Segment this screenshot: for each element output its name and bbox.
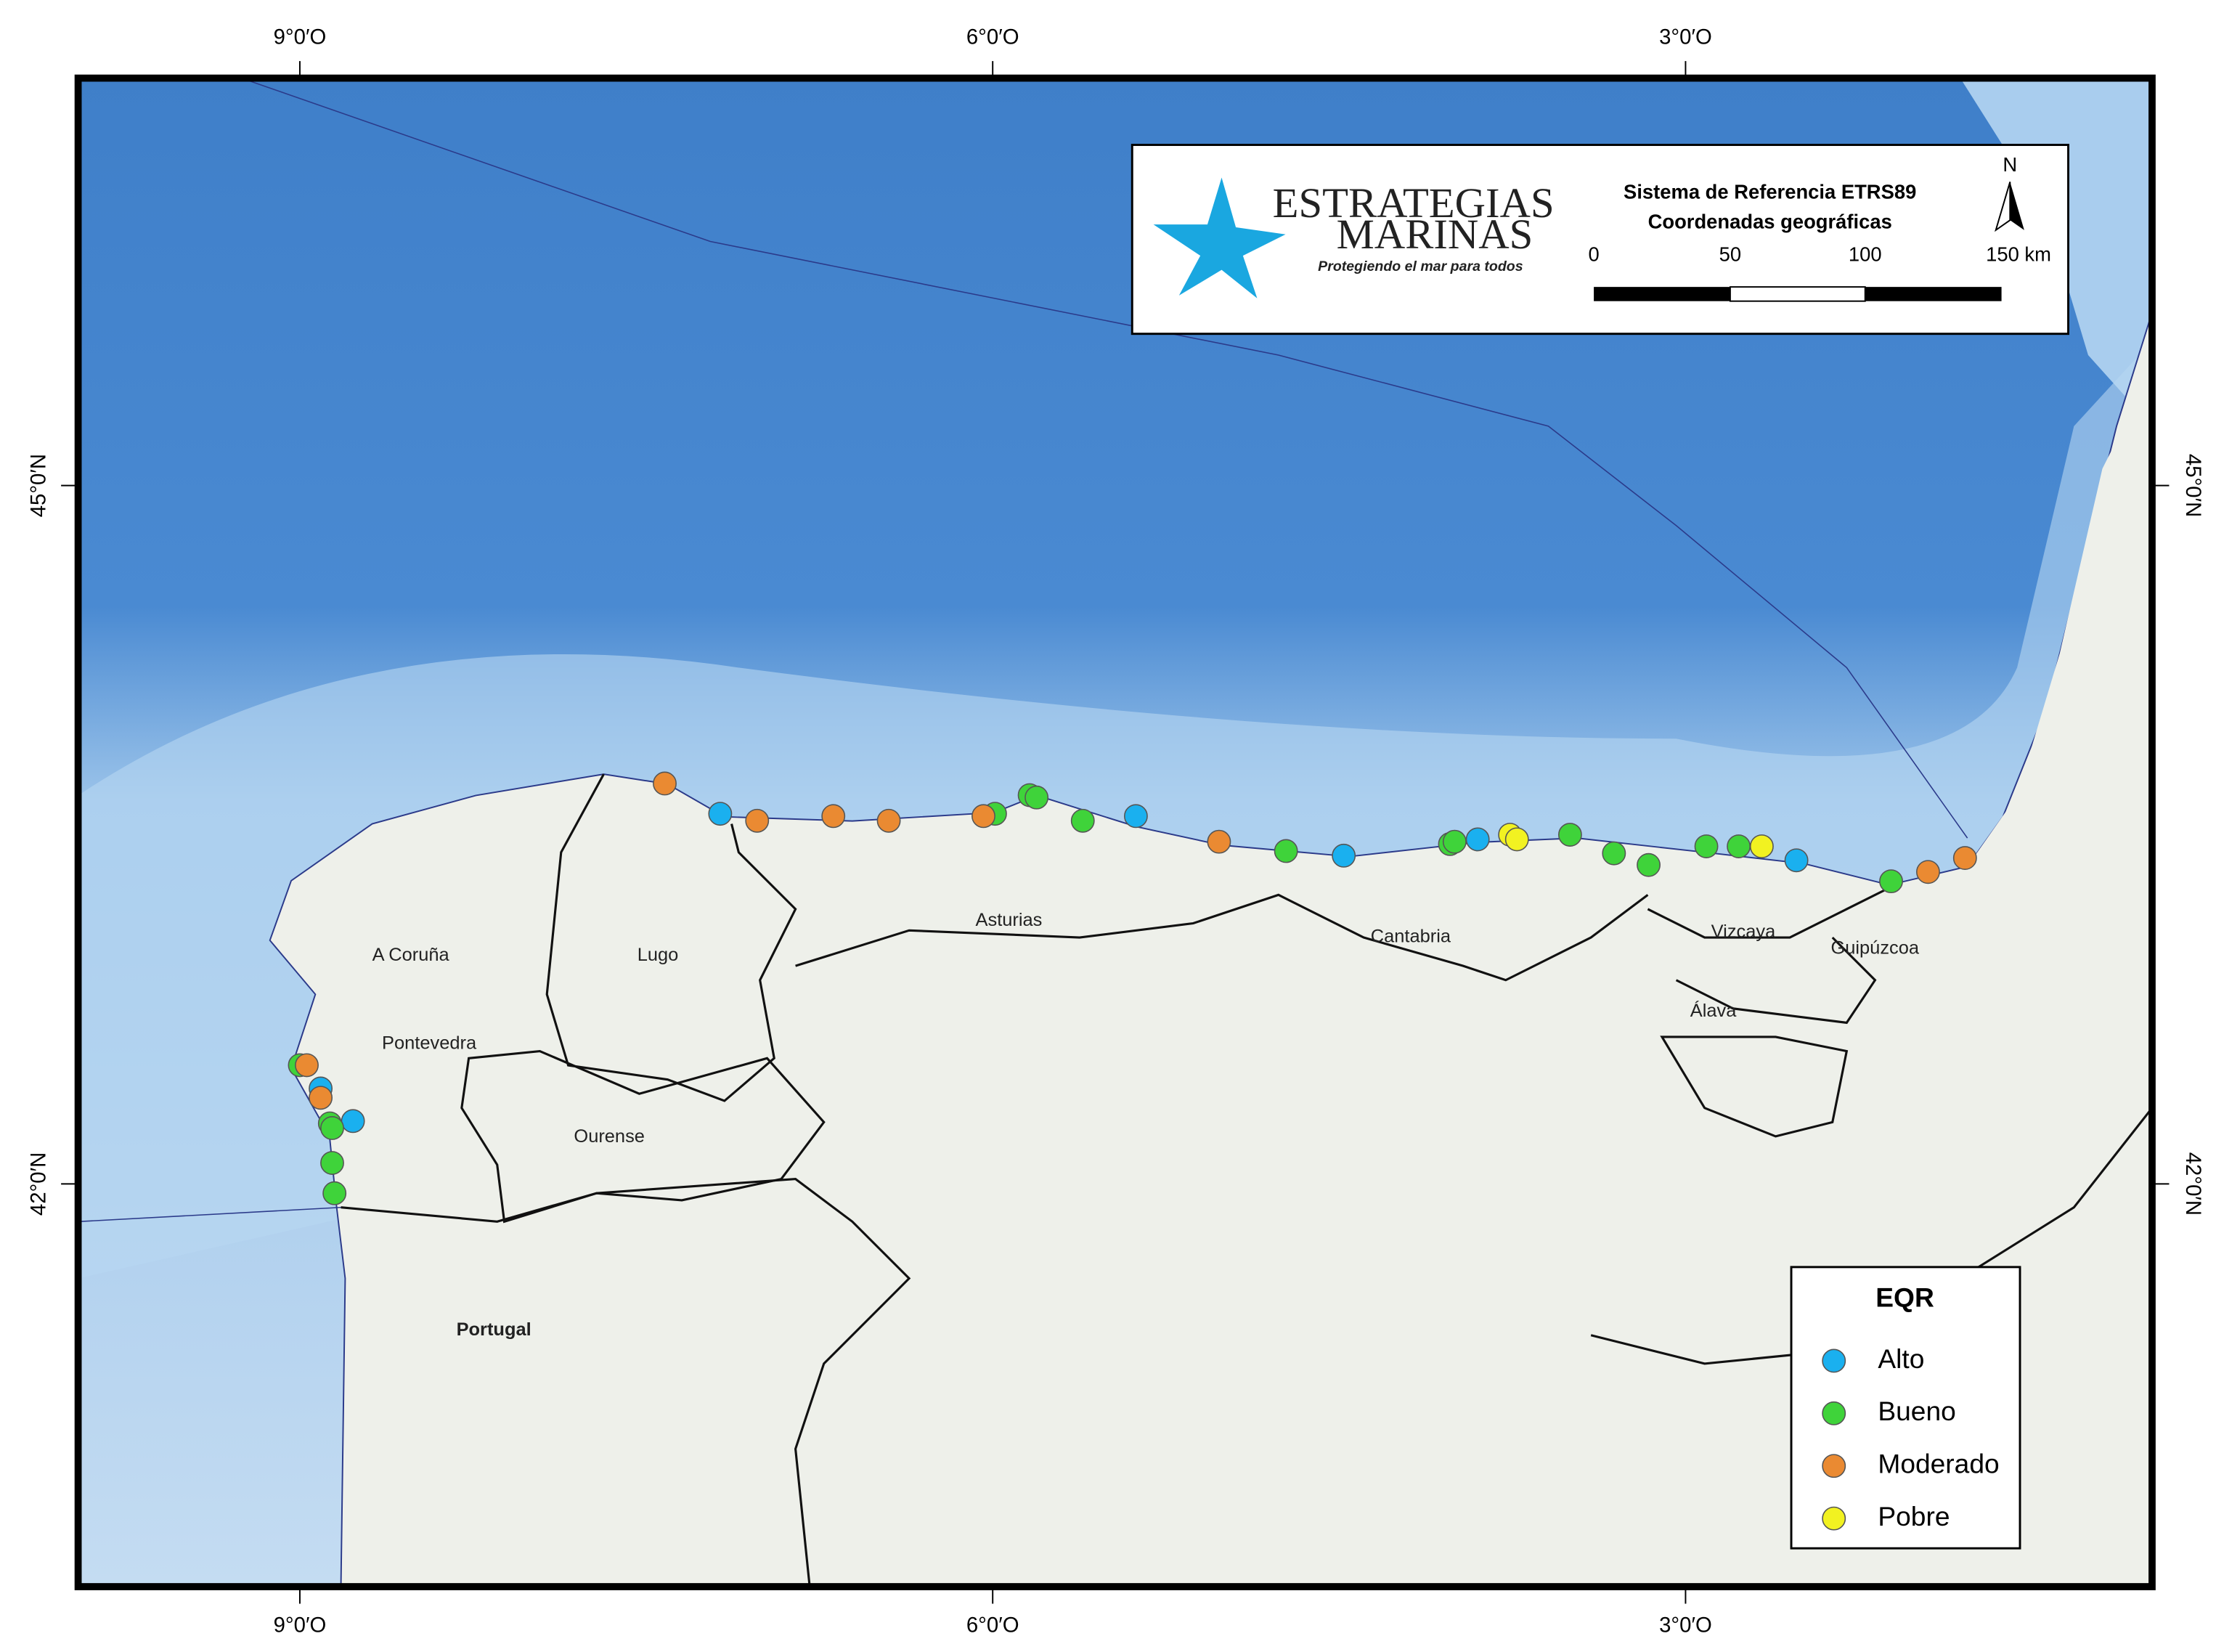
reference-system: Sistema de Referencia ETRS89 (1624, 180, 1916, 203)
north-arrow (2010, 182, 2024, 230)
region-label: Cantabria (1371, 926, 1451, 946)
sample-point (1274, 839, 1298, 863)
legend: EQR Alto Bueno Moderado Pobre (1790, 1266, 2021, 1550)
region-labels: A Coruña Lugo Asturias Cantabria Vizcaya Guip… (372, 910, 1920, 1340)
y-tick-label: 45°0′N (2181, 454, 2205, 517)
sample-point (1915, 860, 1940, 884)
legend-title: EQR (1875, 1282, 1934, 1313)
legend-swatch (1822, 1348, 1846, 1373)
sample-point (708, 802, 733, 826)
scale-bar (1729, 286, 1866, 302)
map-frame (74, 74, 2156, 1590)
sample-point (1504, 827, 1529, 852)
sample-point (320, 1116, 344, 1140)
title-box: ESTRATEGIAS MARINAS Protegiendo el mar p… (1131, 144, 2070, 335)
sample-point (1749, 834, 1774, 858)
x-tick-label: 6°0′O (966, 1614, 1019, 1637)
north-label: N (2003, 153, 2017, 176)
sample-point (1557, 823, 1582, 847)
maritime-boundary (78, 1206, 341, 1223)
region-label: Pontevedra (382, 1033, 477, 1054)
x-tick-label: 9°0′O (274, 1614, 327, 1637)
x-tick-label: 9°0′O (274, 25, 327, 49)
legend-label: Alto (1878, 1343, 1924, 1374)
sample-points (288, 771, 1977, 1205)
legend-label: Bueno (1878, 1396, 1955, 1426)
logo-name: MARINAS (1337, 211, 1533, 258)
legend-swatch (1822, 1506, 1846, 1531)
region-label: Ourense (574, 1126, 645, 1147)
sample-point (1727, 834, 1751, 858)
sample-point (1784, 848, 1809, 873)
graticule-labels: 9°0′O 9°0′O 6°0′O 6°0′O 3°0′O 3°0′O 45°0′N 45°0… (27, 25, 2205, 1637)
reference-coordinates: Coordenadas geográficas (1648, 210, 1892, 232)
shelf (1960, 78, 2152, 426)
y-tick-label: 42°0′N (27, 1152, 51, 1216)
sample-point (653, 771, 677, 796)
legend-swatch (1822, 1401, 1846, 1425)
legend-label: Moderado (1878, 1449, 1999, 1479)
maritime-boundary (241, 77, 1968, 839)
y-tick-label: 45°0′N (27, 454, 51, 517)
france (1967, 369, 2152, 924)
sample-point (1025, 785, 1049, 810)
sample-point (322, 1181, 347, 1205)
sample-point (1602, 841, 1626, 866)
sample-point (1465, 827, 1490, 852)
region-label: Asturias (976, 910, 1043, 930)
legend-label: Pobre (1878, 1501, 1950, 1531)
sample-point (876, 808, 901, 833)
scale-bar (1594, 287, 1730, 301)
sample-point (1123, 804, 1148, 829)
scale-label: 50 (1719, 243, 1741, 265)
sample-point (1952, 846, 1977, 870)
region-label: Lugo (637, 945, 679, 965)
sample-point (341, 1109, 365, 1134)
logo-tagline: Protegiendo el mar para todos (1318, 259, 1523, 274)
title-box-frame (1131, 144, 2070, 335)
scale-label: 100 (1849, 243, 1882, 265)
region-label: Álava (1690, 1000, 1737, 1021)
sample-point (1332, 843, 1356, 868)
sample-point (971, 804, 995, 829)
sample-point (1637, 853, 1661, 877)
sample-point (1879, 869, 1903, 894)
sample-point (295, 1053, 319, 1078)
region-label: A Coruña (372, 945, 450, 965)
x-tick-label: 6°0′O (966, 25, 1019, 49)
x-tick-label: 3°0′O (1659, 25, 1712, 49)
scale-bar (1865, 287, 2002, 301)
scale-label: 150 km (1986, 243, 2051, 265)
logo-starfish (1153, 177, 1286, 298)
sample-point (821, 804, 846, 829)
y-tick-label: 42°0′N (2181, 1152, 2205, 1216)
sample-point (1207, 829, 1231, 854)
region-label: Portugal (457, 1319, 531, 1340)
sample-point (1442, 829, 1467, 854)
region-label: Vizcaya (1711, 921, 1776, 942)
sample-point (1694, 834, 1719, 858)
sample-point (745, 808, 770, 833)
sample-point (1070, 808, 1095, 833)
sample-point (320, 1151, 344, 1175)
sample-point (309, 1086, 333, 1110)
x-tick-label: 3°0′O (1659, 1614, 1712, 1637)
legend-swatch (1822, 1454, 1846, 1478)
scale-label: 0 (1588, 243, 1599, 265)
logo-name: ESTRATEGIAS (1273, 179, 1555, 227)
region-label: Guipúzcoa (1830, 937, 1919, 958)
